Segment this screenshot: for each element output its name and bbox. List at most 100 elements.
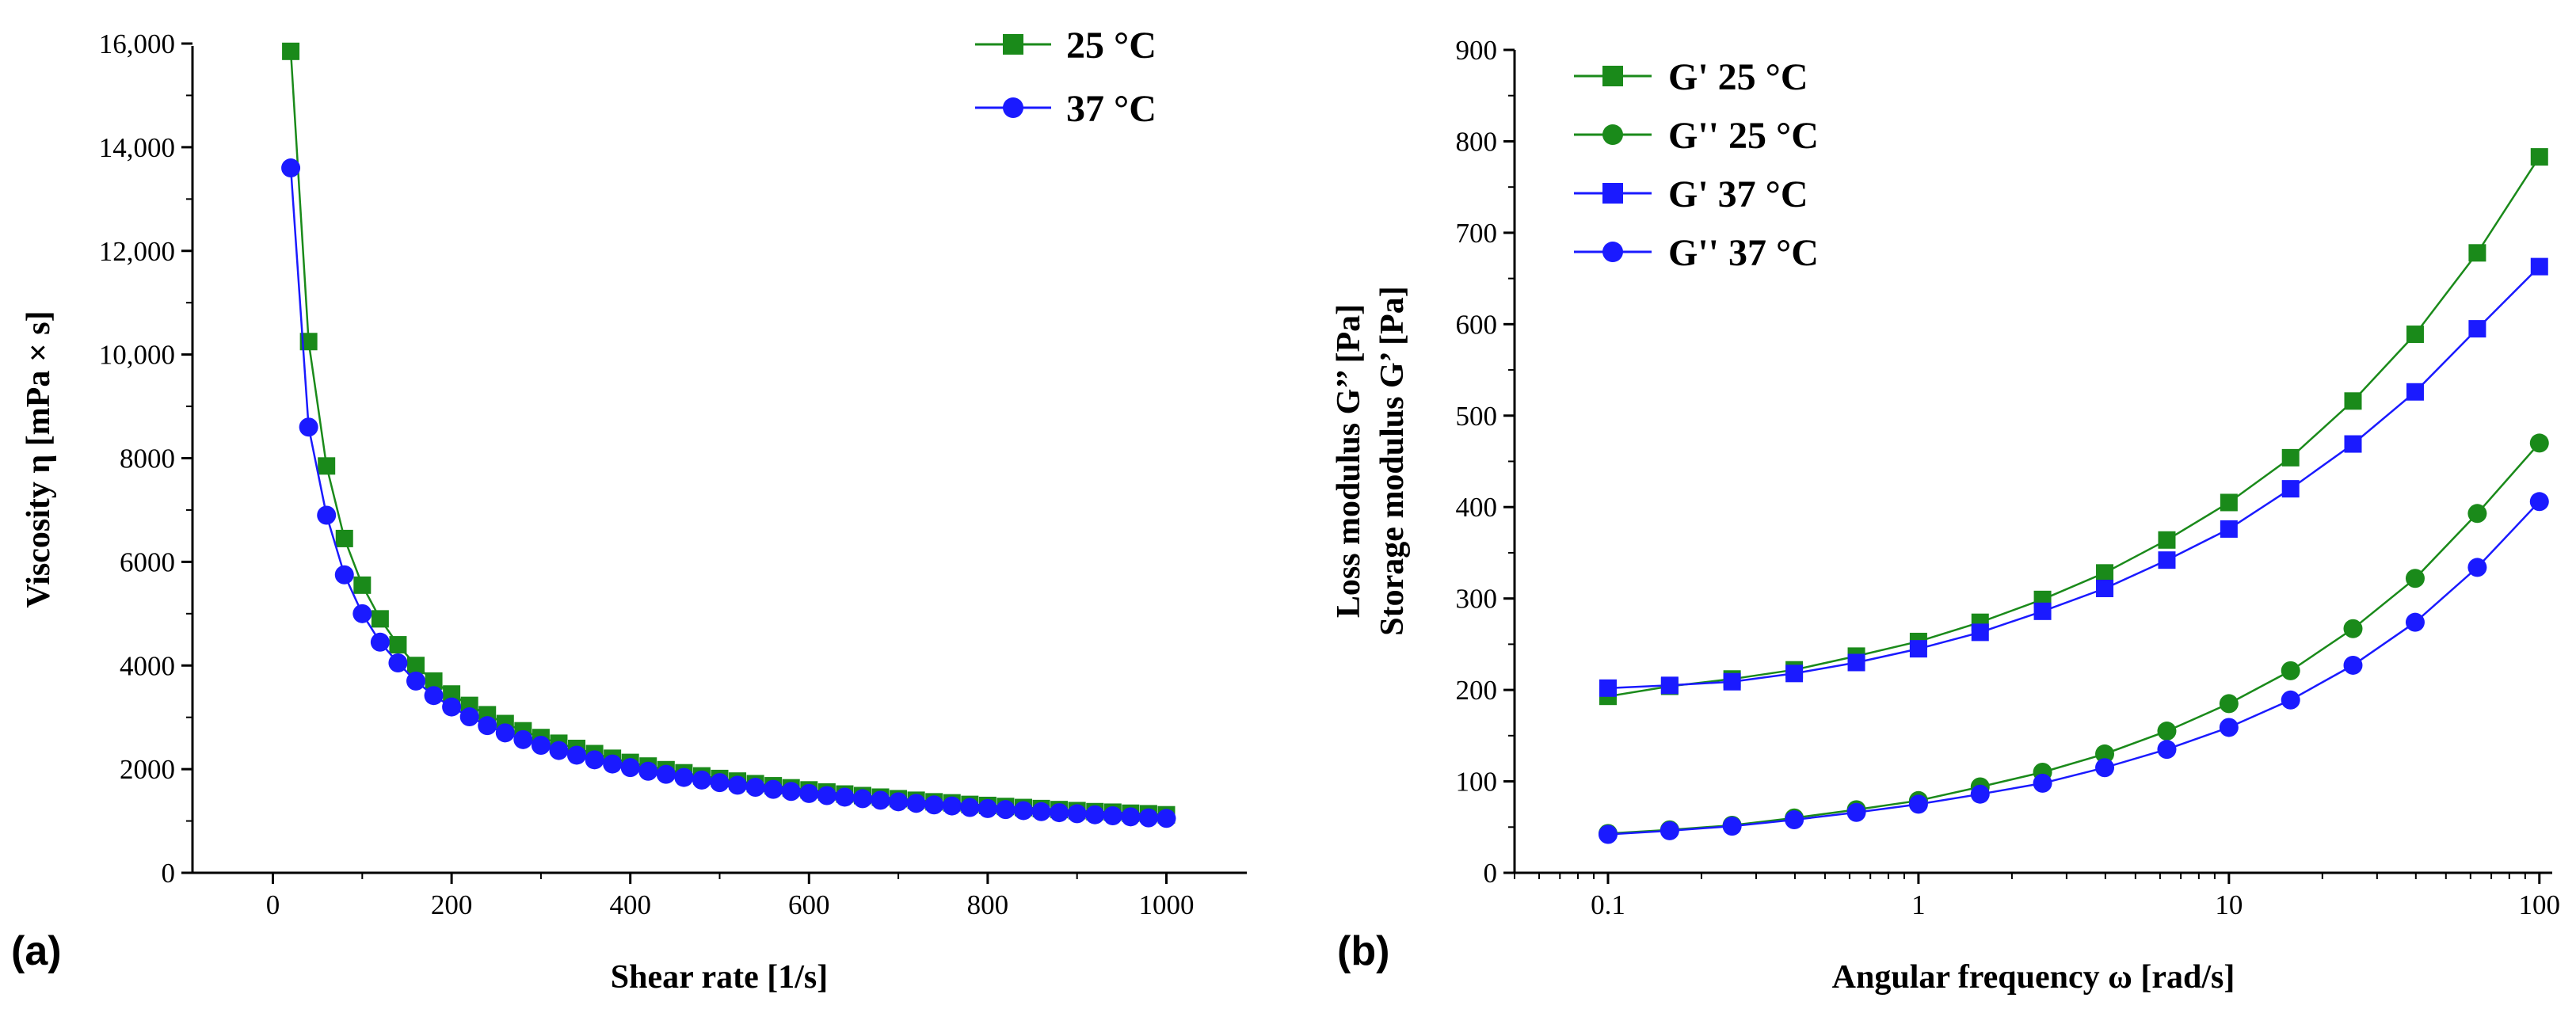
series-g-25-c-point bbox=[2281, 661, 2300, 680]
y-tick-label: 700 bbox=[1456, 218, 1498, 249]
series-37-c-point bbox=[852, 789, 872, 809]
y-tick-label: 0 bbox=[1484, 858, 1498, 889]
series-g-37-c-point bbox=[1723, 672, 1741, 691]
legend-item-25c: 25 °C bbox=[975, 25, 1157, 67]
series-g-25-c-point bbox=[2219, 694, 2239, 714]
series-g-37-c-point bbox=[1660, 676, 1679, 695]
legend-label-37c: 37 °C bbox=[1066, 88, 1157, 130]
series-g-37-c-point bbox=[1909, 640, 1927, 658]
series-37-c-point bbox=[835, 787, 855, 807]
series-37-c-point bbox=[817, 786, 836, 805]
series-37-c-point bbox=[889, 792, 909, 812]
legend-item-g1-37c: G' 37 °C bbox=[1574, 173, 1808, 215]
legend-item-g1-25c: G' 25 °C bbox=[1574, 56, 1808, 98]
chart-a-x-ticks: 0 200 400 600 800 1000 bbox=[266, 873, 1194, 920]
legend-item-g2-25c: G'' 25 °C bbox=[1574, 115, 1819, 157]
series-25-c-point bbox=[353, 576, 372, 594]
series-g-37-c-point bbox=[2405, 612, 2425, 632]
y-tick-label: 400 bbox=[1456, 492, 1498, 523]
series-37-c-point bbox=[924, 795, 944, 815]
chart-a-x-title: Shear rate [1/s] bbox=[611, 959, 829, 996]
series-37-c-point bbox=[317, 505, 337, 525]
series-37-c-point bbox=[1050, 803, 1069, 823]
series-g-37-c-point bbox=[1785, 665, 1804, 683]
series-g-37-c-point bbox=[2468, 320, 2486, 338]
series-g-37-c-point bbox=[2033, 773, 2052, 793]
chart-b-x-title: Angular frequency ω [rad/s] bbox=[1832, 959, 2235, 996]
y-tick-label: 12,000 bbox=[99, 236, 175, 267]
x-tick-label: 600 bbox=[788, 889, 830, 920]
chart-b-y-title-loss: Loss modulus G’’ [Pa] bbox=[1331, 304, 1367, 618]
series-g-37-c-point bbox=[1846, 802, 1866, 822]
series-25-c-point bbox=[389, 636, 407, 654]
series-g-25-c-point bbox=[2529, 433, 2549, 453]
y-tick-label: 800 bbox=[1456, 126, 1498, 157]
y-tick-label: 8000 bbox=[120, 444, 175, 474]
series-37-c-point bbox=[1121, 807, 1141, 827]
series-37-c-point bbox=[370, 632, 390, 652]
series-g-37-c-point bbox=[2344, 435, 2362, 453]
series-37-c-point bbox=[567, 745, 587, 765]
series-g-37-c-point bbox=[2529, 492, 2549, 512]
series-37-c-point bbox=[906, 794, 926, 813]
series-25-c-point bbox=[318, 457, 336, 475]
x-tick-label: 200 bbox=[431, 889, 473, 920]
series-37-c-point bbox=[352, 604, 372, 623]
series-g-37-c-point bbox=[2467, 558, 2487, 577]
series-37-c-point bbox=[1157, 809, 1176, 828]
series-25-c-point bbox=[335, 529, 353, 547]
series-g-37-c-point bbox=[1722, 817, 1742, 836]
x-tick-label: 1 bbox=[1911, 889, 1926, 920]
series-g-37-c-point bbox=[1660, 821, 1679, 840]
legend-square-marker bbox=[1003, 34, 1023, 55]
series-25-c-point bbox=[425, 672, 443, 690]
series-g-37-c-point bbox=[2281, 690, 2300, 710]
y-tick-label: 6000 bbox=[120, 546, 175, 577]
series-37-c-point bbox=[281, 158, 301, 178]
series-g-25-c-point bbox=[2343, 619, 2363, 638]
series-37-c-point bbox=[1031, 802, 1051, 821]
series-g-37-c-point bbox=[2281, 480, 2300, 498]
series-g-37-c-point bbox=[1599, 679, 1617, 697]
series-g-25-c-point bbox=[2096, 564, 2114, 582]
chart-b-legend: G' 25 °C G'' 25 °C G' 37 °C G'' 37 °C bbox=[1574, 56, 1819, 274]
chart-a-y-title: Viscosity η [mPa × s] bbox=[21, 310, 57, 607]
chart-a-y-ticks: 0 2000 4000 6000 8000 10,000 12,000 14,000 16,00… bbox=[99, 29, 192, 889]
series-37-c-point bbox=[764, 779, 783, 799]
series-g-25-c-point bbox=[2405, 569, 2425, 588]
y-tick-label: 4000 bbox=[120, 650, 175, 681]
series-37-c-point bbox=[459, 707, 479, 727]
series-g-25-c-point bbox=[2468, 244, 2486, 262]
series-g-37-c-point bbox=[2406, 383, 2424, 401]
series-37-c-point bbox=[692, 770, 711, 790]
series-g-37-c-point bbox=[2095, 758, 2115, 778]
chart-a-legend: 25 °C 37 °C bbox=[975, 25, 1157, 130]
legend-label-g1-37c: G' 37 °C bbox=[1668, 173, 1808, 215]
series-g-37-c-point bbox=[2096, 579, 2114, 597]
series-37-c-point bbox=[656, 764, 676, 784]
panel-a-label: (a) bbox=[11, 928, 62, 974]
legend-item-37c: 37 °C bbox=[975, 88, 1157, 130]
series-g-37-c-point bbox=[1847, 653, 1865, 672]
legend-label-g1-25c: G' 25 °C bbox=[1668, 56, 1808, 98]
series-37-c-point bbox=[620, 758, 640, 778]
series-g-37-c-point bbox=[2158, 551, 2176, 569]
series-37-c-point bbox=[638, 761, 658, 781]
series-g-37-c-point bbox=[1785, 810, 1804, 830]
series-25-c-point bbox=[406, 657, 425, 675]
series-37-c-point bbox=[1103, 806, 1122, 826]
y-tick-label: 900 bbox=[1456, 35, 1498, 66]
y-tick-label: 300 bbox=[1456, 584, 1498, 615]
series-37-c-point bbox=[549, 741, 569, 760]
series-37-c-point bbox=[960, 798, 980, 817]
series-37-c-point bbox=[674, 767, 694, 787]
legend-label-g2-25c: G'' 25 °C bbox=[1668, 115, 1819, 157]
y-tick-label: 2000 bbox=[120, 754, 175, 785]
x-tick-label: 10 bbox=[2215, 889, 2243, 920]
series-g-37-c-point bbox=[2220, 520, 2238, 538]
series-g-37-c-line bbox=[1607, 265, 2540, 690]
series-37-c-point bbox=[1067, 804, 1087, 824]
series-25-c-point bbox=[299, 333, 318, 351]
series-g-37-c-point bbox=[2157, 740, 2177, 760]
